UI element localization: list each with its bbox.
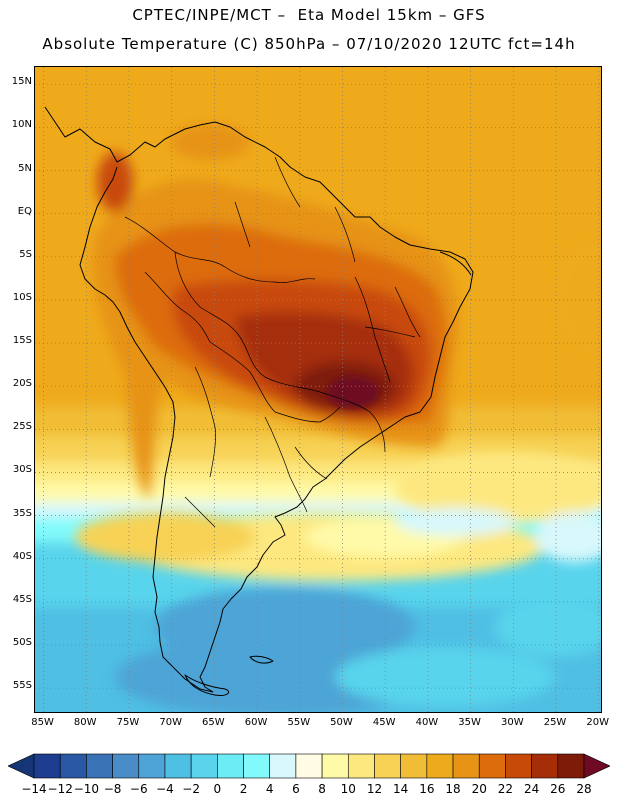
colorbar-swatch [478, 753, 506, 779]
colorbar-tick-label: 0 [213, 782, 222, 796]
longitude-tick-label: 75W [116, 717, 140, 728]
longitude-tick-label: 55W [287, 717, 311, 728]
latitude-tick-label: 30S [12, 464, 32, 476]
latitude-tick-label: 10S [12, 291, 32, 303]
colorbar [8, 753, 610, 779]
colorbar-tick-label: 12 [366, 782, 383, 796]
colorbar-swatch [505, 753, 532, 779]
map-title-line2: Absolute Temperature (C) 850hPa – 07/10/… [42, 35, 576, 53]
colorbar-swatch [243, 753, 271, 779]
colorbar-tick-label: −10 [73, 782, 100, 796]
colorbar-tick-label: −4 [156, 782, 174, 796]
temperature-field [35, 67, 601, 712]
colorbar-swatch [295, 753, 323, 779]
latitude-tick-label: 45S [12, 593, 32, 605]
latitude-tick-label: EQ [17, 205, 32, 217]
colorbar-swatch [138, 753, 166, 779]
colorbar-swatch [217, 753, 244, 779]
colorbar-tick-label: 26 [550, 782, 566, 796]
latitude-tick-label: 25S [12, 421, 32, 433]
colorbar-swatch [33, 753, 61, 779]
colorbar-tick-label: 18 [445, 782, 461, 796]
colorbar-swatch [557, 753, 585, 779]
colorbar-swatch [86, 753, 113, 779]
colorbar-swatch [347, 753, 375, 779]
colorbar-swatch [164, 753, 192, 779]
colorbar-tick-label: 22 [497, 782, 514, 796]
latitude-tick-label: 40S [12, 550, 32, 562]
temperature-anomalies [75, 242, 601, 712]
longitude-tick-label: 20W [586, 717, 610, 728]
colorbar-tick-label: 4 [265, 782, 274, 796]
coastline [44, 106, 474, 696]
latitude-tick-label: 35S [12, 507, 32, 519]
colorbar-low-arrow [8, 753, 35, 779]
colorbar-swatch [400, 753, 428, 779]
colorbar-tick-label: −2 [182, 782, 200, 796]
longitude-tick-label: 35W [458, 717, 481, 728]
latitude-tick-label: 10N [11, 119, 32, 131]
latitude-tick-label: 15S [12, 335, 32, 347]
colorbar-tick-label: −12 [47, 782, 73, 796]
colorbar-tick-label: −6 [129, 782, 148, 796]
latitude-tick-label: 5S [19, 248, 32, 260]
colorbar-tick-label: 10 [340, 782, 356, 796]
warm-max-region [327, 376, 379, 408]
longitude-tick-label: 40W [415, 717, 439, 728]
longitude-tick-label: 70W [159, 717, 182, 728]
longitude-tick-label: 30W [501, 717, 524, 728]
longitude-tick-label: 80W [73, 717, 97, 728]
graticule [35, 67, 601, 712]
longitude-tick-label: 60W [244, 717, 268, 728]
colorbar-tick-label: 8 [318, 782, 326, 796]
colorbar-swatch [426, 753, 454, 779]
colorbar-tick-label: 16 [419, 782, 435, 796]
longitude-tick-label: 25W [543, 717, 567, 728]
colorbar-high-arrow [583, 753, 610, 779]
colorbar-tick-label: 24 [523, 782, 540, 796]
colorbar-swatch [112, 753, 140, 779]
latitude-tick-label: 15N [11, 76, 32, 88]
colorbar-tick-label: −8 [103, 782, 122, 796]
latitude-tick-label: 5N [18, 162, 32, 174]
colorbar-swatch [374, 753, 401, 779]
longitude-tick-label: 50W [330, 717, 353, 728]
latitude-tick-label: 55S [12, 680, 32, 692]
warm-core [92, 124, 459, 497]
colorbar-swatch [531, 753, 559, 779]
longitude-tick-label: 85W [31, 717, 54, 728]
colorbar-swatch [59, 753, 87, 779]
colorbar-swatch [190, 753, 218, 779]
colorbar-tick-label: 20 [471, 782, 487, 796]
longitude-tick-label: 65W [202, 717, 225, 728]
latitude-tick-label: 20S [12, 378, 32, 390]
temperature-map [34, 66, 602, 713]
colorbar-swatch [321, 753, 349, 779]
latitude-tick-label: 50S [12, 636, 32, 648]
longitude-tick-label: 45W [372, 717, 396, 728]
colorbar-tick-label: 2 [239, 782, 248, 796]
colorbar-tick-label: 14 [393, 782, 409, 796]
colorbar-swatch [452, 753, 480, 779]
map-title-line1: CPTEC/INPE/MCT – Eta Model 15km – GFS [132, 6, 486, 24]
colorbar-tick-label: 6 [292, 782, 300, 796]
colorbar-tick-label: 28 [576, 782, 592, 796]
country-borders [124, 156, 421, 528]
colorbar-tick-label: −14 [21, 782, 47, 796]
colorbar-swatch [269, 753, 297, 779]
